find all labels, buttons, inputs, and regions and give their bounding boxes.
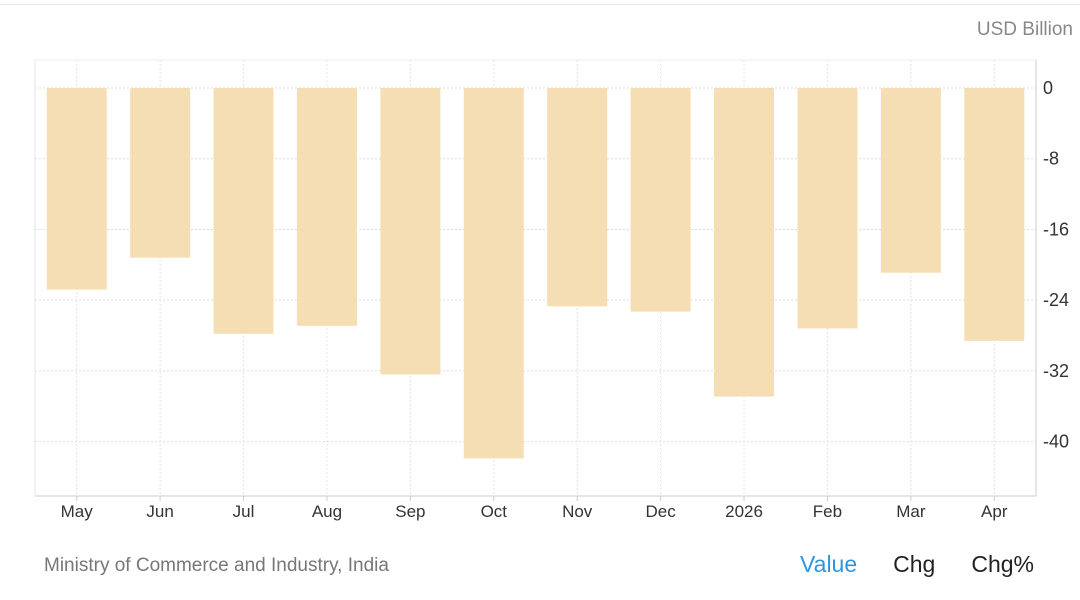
x-tick-label: Sep [395,502,425,521]
x-tick-label: Nov [562,502,593,521]
unit-label: USD Billion [976,19,1073,40]
bar[interactable] [630,88,691,312]
axis-layer: 0 -8 -16 -24 -32 -40 May Jun Jul Aug Sep Oct Nov Dec 2… [34,59,1069,521]
source-text: Ministry of Commerce and Industry, India [44,555,389,576]
x-tick-label: Oct [481,502,508,521]
y-tick-label: -32 [1043,361,1069,381]
y-tick-label: -16 [1043,219,1069,239]
bar[interactable] [797,88,858,329]
x-tick-label: Dec [646,502,677,521]
bar[interactable] [380,88,441,375]
bars-layer [46,88,1025,459]
bar[interactable] [213,88,274,334]
tab-value[interactable]: Value [800,551,858,577]
x-tick-label: May [61,502,94,521]
y-tick-label: -8 [1043,149,1059,169]
top-divider [0,4,1080,5]
tab-chg-percent[interactable]: Chg% [971,551,1034,577]
bar[interactable] [964,88,1025,341]
bar-chart: 0 -8 -16 -24 -32 -40 May Jun Jul Aug Sep Oct Nov Dec 2… [34,59,1069,521]
bar[interactable] [547,88,608,307]
bar[interactable] [714,88,775,397]
bar[interactable] [880,88,941,273]
y-tick-label: -40 [1043,432,1069,452]
x-tick-label: Apr [981,502,1008,521]
tab-chg[interactable]: Chg [893,551,936,577]
x-tick-label: Jun [146,502,173,521]
bar[interactable] [463,88,524,459]
y-tick-label: -24 [1043,290,1069,310]
x-tick-label: Aug [312,502,342,521]
bar[interactable] [130,88,191,258]
x-tick-label: Mar [896,502,926,521]
y-tick-label: 0 [1043,78,1053,98]
x-tick-label: 2026 [725,502,763,521]
view-tabs: Value Chg Chg% [800,551,1034,578]
bar[interactable] [296,88,357,326]
x-tick-label: Feb [813,502,842,521]
x-tick-label: Jul [233,502,255,521]
bar[interactable] [46,88,107,290]
